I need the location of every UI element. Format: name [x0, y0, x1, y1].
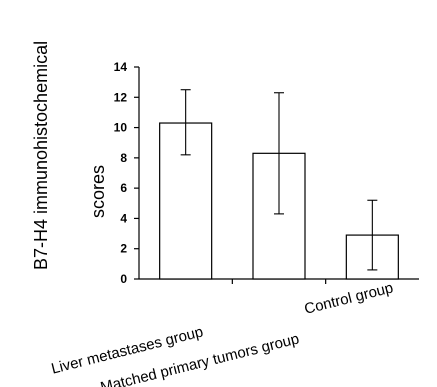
error-bars — [180, 89, 378, 271]
y-tick-label: 12 — [114, 90, 128, 104]
y-tick-label: 10 — [114, 121, 128, 135]
y-tick-label: 0 — [120, 272, 127, 286]
category-label: Control group — [303, 279, 395, 317]
y-tick-label: 8 — [120, 151, 127, 165]
y-tick-label: 2 — [120, 242, 127, 256]
y-tick-label: 14 — [114, 60, 128, 74]
y-axis-title-line-2: scores — [88, 165, 108, 218]
y-tick-label: 6 — [120, 181, 127, 195]
y-ticks: 0 2 4 6 8 10 12 14 — [114, 60, 139, 286]
y-tick-label: 4 — [120, 211, 127, 225]
y-axis-title: B7-H4 immunohistochemical scores — [31, 41, 108, 270]
y-axis-title-line-1: B7-H4 immunohistochemical — [31, 41, 51, 270]
